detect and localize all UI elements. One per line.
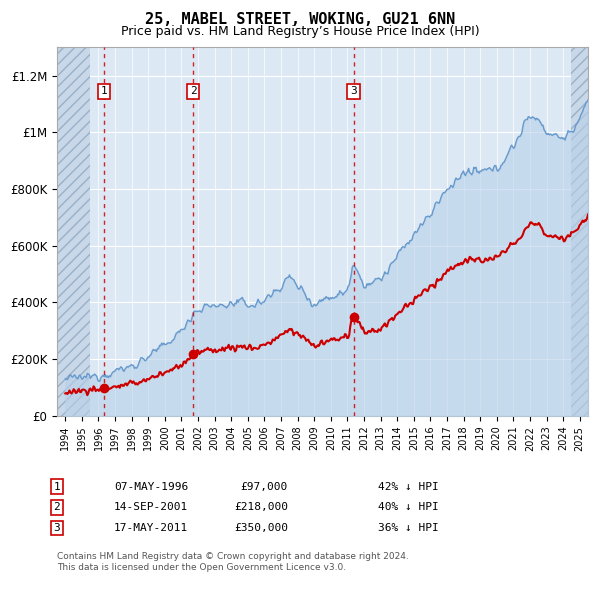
Text: 36% ↓ HPI: 36% ↓ HPI	[378, 523, 439, 533]
Text: £350,000: £350,000	[234, 523, 288, 533]
Text: 3: 3	[53, 523, 61, 533]
Text: 2: 2	[190, 87, 197, 96]
Text: 2: 2	[53, 503, 61, 512]
Bar	[571, 47, 588, 416]
Text: 07-MAY-1996: 07-MAY-1996	[114, 482, 188, 491]
Text: 17-MAY-2011: 17-MAY-2011	[114, 523, 188, 533]
Text: Contains HM Land Registry data © Crown copyright and database right 2024.
This d: Contains HM Land Registry data © Crown c…	[57, 552, 409, 572]
Text: £97,000: £97,000	[241, 482, 288, 491]
Bar	[57, 47, 90, 416]
Text: 40% ↓ HPI: 40% ↓ HPI	[378, 503, 439, 512]
Text: 42% ↓ HPI: 42% ↓ HPI	[378, 482, 439, 491]
Text: £218,000: £218,000	[234, 503, 288, 512]
Text: 1: 1	[53, 482, 61, 491]
Text: 1: 1	[101, 87, 107, 96]
Text: 3: 3	[350, 87, 357, 96]
Text: 25, MABEL STREET, WOKING, GU21 6NN: 25, MABEL STREET, WOKING, GU21 6NN	[145, 12, 455, 27]
Text: Price paid vs. HM Land Registry’s House Price Index (HPI): Price paid vs. HM Land Registry’s House …	[121, 25, 479, 38]
Text: 14-SEP-2001: 14-SEP-2001	[114, 503, 188, 512]
